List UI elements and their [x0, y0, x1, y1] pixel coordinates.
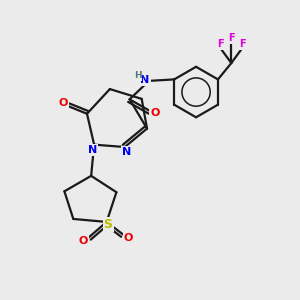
Text: N: N — [140, 75, 150, 85]
Text: F: F — [228, 33, 235, 43]
Text: F: F — [217, 39, 223, 49]
Text: O: O — [79, 236, 88, 246]
Text: O: O — [150, 108, 160, 118]
Text: S: S — [103, 218, 112, 231]
Text: N: N — [122, 147, 131, 157]
Text: H: H — [134, 71, 141, 80]
Text: N: N — [88, 145, 97, 155]
Text: F: F — [239, 39, 246, 49]
Text: O: O — [124, 233, 133, 243]
Text: O: O — [58, 98, 68, 108]
